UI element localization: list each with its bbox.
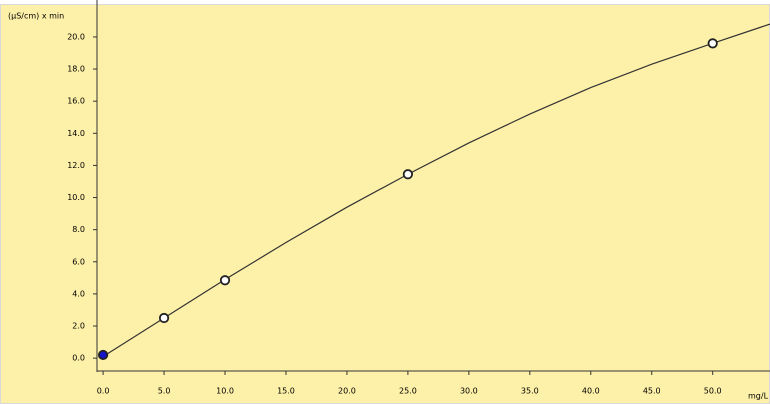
x-tick-label: 30.0 (460, 387, 478, 396)
x-tick-label: 20.0 (338, 387, 356, 396)
y-tick-label: 18.0 (67, 65, 85, 74)
y-tick-label: 8.0 (72, 225, 85, 234)
x-tick-label: 35.0 (521, 387, 539, 396)
data-point (219, 275, 231, 286)
y-tick-label: 0.0 (72, 354, 85, 363)
y-tick-label: 16.0 (67, 97, 85, 106)
x-tick-label: 25.0 (399, 387, 417, 396)
plot-background (0, 4, 770, 404)
data-point (158, 312, 170, 324)
data-point (97, 349, 109, 361)
y-tick-label: 14.0 (67, 129, 85, 138)
y-tick-label: 6.0 (72, 257, 85, 266)
data-point (707, 38, 718, 49)
y-tick-label: 20.0 (67, 32, 85, 41)
fit-curve (102, 23, 770, 358)
x-axis-label: mg/L (748, 392, 769, 401)
x-tick-label: 40.0 (582, 387, 600, 396)
y-axis-label: (µS/cm) x min (8, 12, 64, 21)
x-tick-label: 15.0 (277, 387, 295, 396)
x-tick-label: 10.0 (216, 387, 234, 396)
x-tick-label: 0.0 (97, 387, 110, 396)
x-tick-label: 5.0 (158, 387, 171, 396)
x-tick-label: 45.0 (643, 387, 661, 396)
x-tick-label: 50.0 (704, 387, 722, 396)
data-point (402, 169, 413, 180)
y-tick-label: 10.0 (67, 193, 85, 202)
y-tick-label: 4.0 (72, 289, 85, 298)
y-tick-label: 12.0 (67, 161, 85, 170)
y-tick-label: 2.0 (72, 322, 85, 331)
